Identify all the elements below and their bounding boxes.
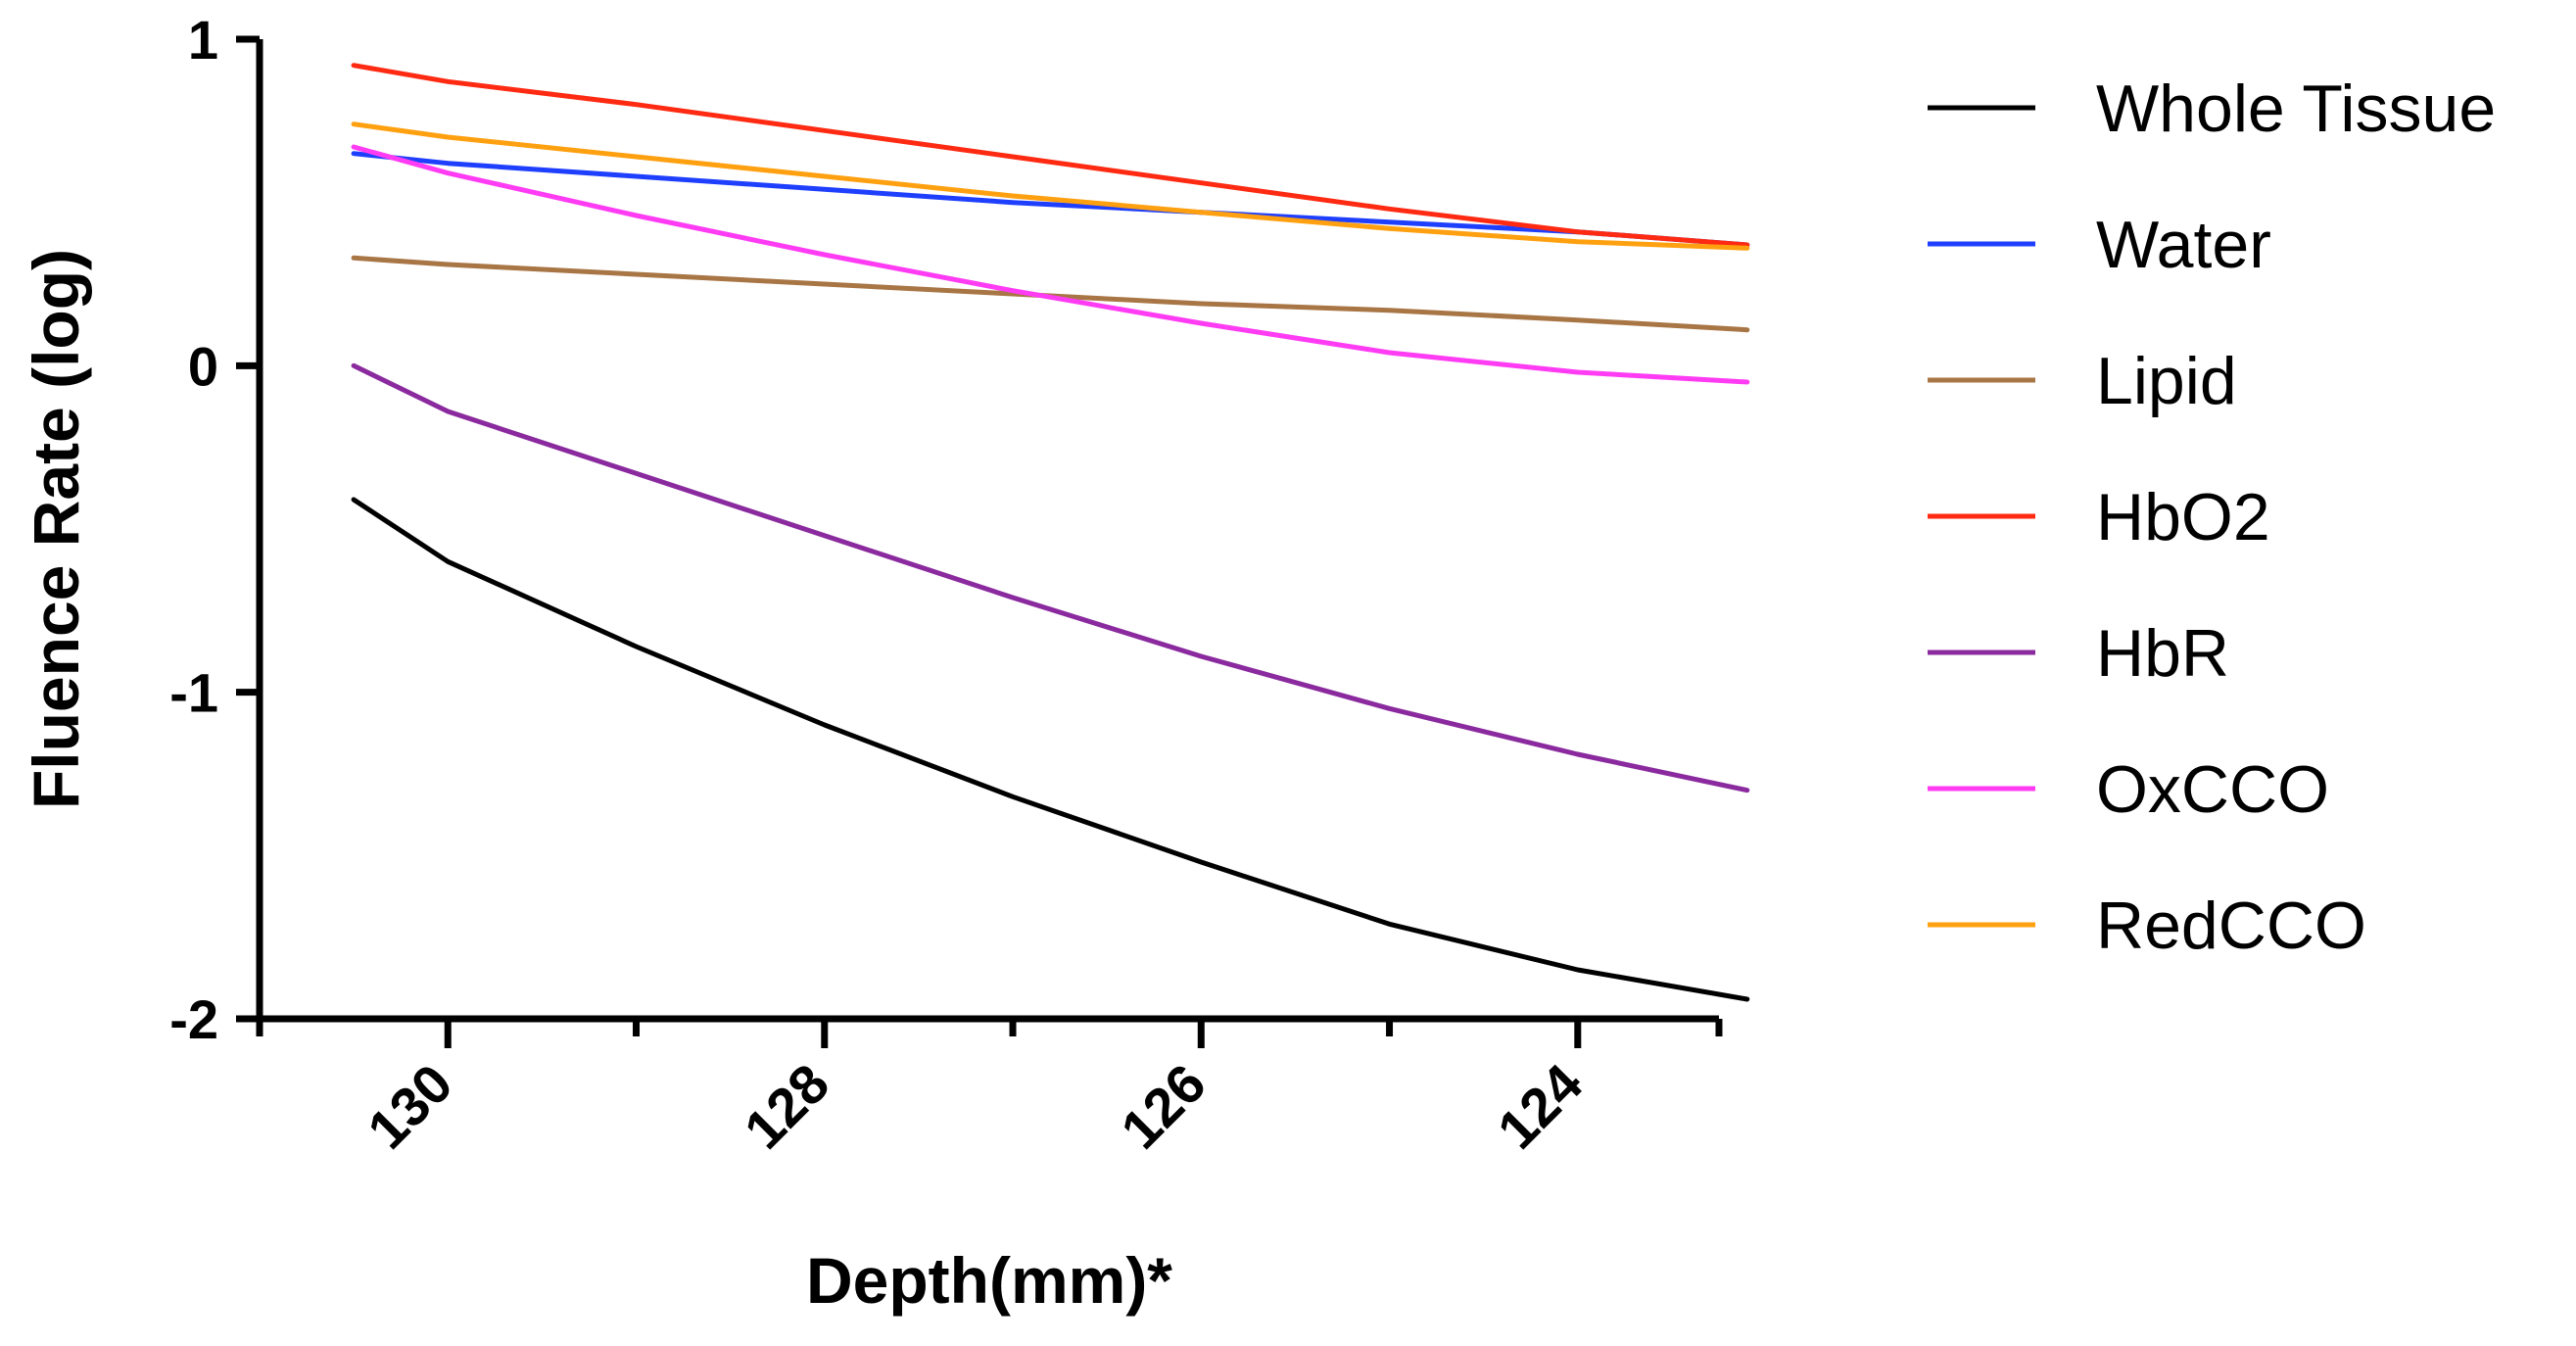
series-line-whole-tissue bbox=[351, 497, 1750, 1002]
series-line-hbo2 bbox=[351, 63, 1750, 248]
y-axis-title: Fluence Rate (log) bbox=[20, 249, 92, 809]
legend-label-hbr: HbR bbox=[2096, 616, 2229, 691]
series-layer bbox=[351, 63, 1750, 1002]
x-axis-title: Depth(mm)* bbox=[806, 1244, 1172, 1317]
y-tick-label: -1 bbox=[169, 662, 218, 724]
series-line-lipid bbox=[351, 255, 1750, 333]
legend-label-whole-tissue: Whole Tissue bbox=[2096, 72, 2496, 146]
legend-label-lipid: Lipid bbox=[2096, 344, 2237, 418]
legend-label-water: Water bbox=[2096, 208, 2271, 282]
y-ticks: 1 0 -1 -2 bbox=[169, 9, 260, 1050]
x-tick-label: 124 bbox=[1486, 1052, 1595, 1161]
axes bbox=[256, 39, 1719, 1023]
series-line-oxcco bbox=[351, 144, 1750, 385]
y-tick-label: -2 bbox=[169, 988, 218, 1050]
x-ticks: 130 128 126 124 bbox=[256, 1019, 1723, 1161]
x-tick-label: 128 bbox=[733, 1052, 841, 1161]
series-line-water bbox=[351, 151, 1750, 248]
y-tick-label: 1 bbox=[188, 9, 218, 71]
x-tick-label: 130 bbox=[356, 1052, 464, 1161]
series-line-hbr bbox=[351, 362, 1750, 793]
x-tick-label: 126 bbox=[1109, 1052, 1217, 1161]
legend-label-oxcco: OxCCO bbox=[2096, 752, 2329, 827]
series-line-redcco bbox=[351, 121, 1750, 251]
y-tick-label: 0 bbox=[188, 335, 218, 397]
legend-label-hbo2: HbO2 bbox=[2096, 480, 2270, 554]
legend-label-redcco: RedCCO bbox=[2096, 889, 2366, 963]
legend: Whole Tissue Water Lipid HbO2 HbR OxCCO RedCCO bbox=[1928, 72, 2496, 963]
